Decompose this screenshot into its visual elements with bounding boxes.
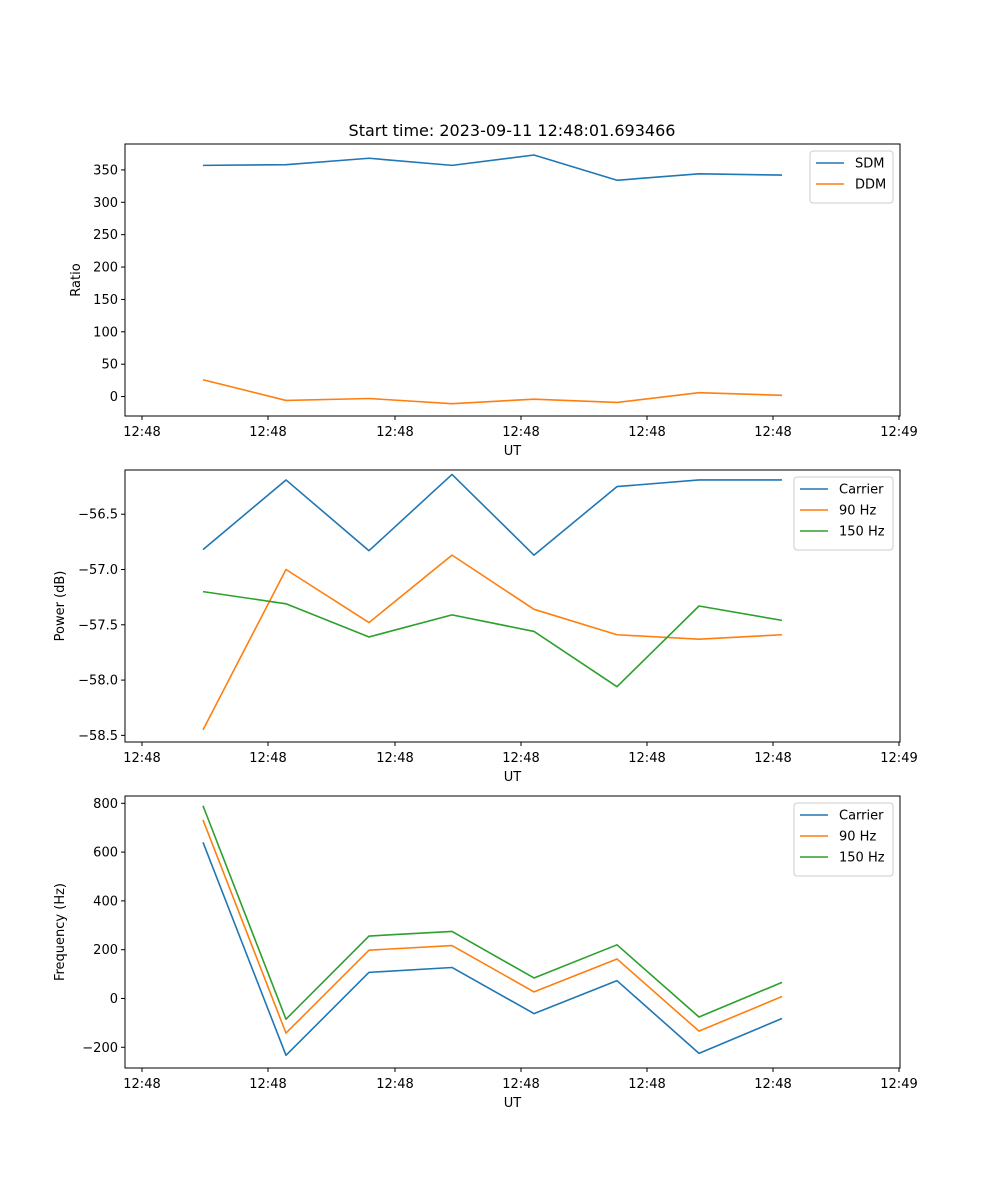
y-tick-label: 150: [93, 293, 118, 308]
y-axis-label: Power (dB): [53, 571, 68, 642]
x-tick-label: 12:48: [502, 751, 539, 766]
legend-box: [809, 150, 894, 204]
y-tick-label: 600: [93, 846, 118, 861]
axes-frame: [124, 143, 901, 417]
x-tick-label: 12:48: [249, 425, 286, 440]
legend-entry: Carrier: [839, 809, 884, 824]
legend-entry: 90 Hz: [839, 504, 876, 519]
series-line-carrier: [202, 473, 782, 556]
y-tick-label: −58.0: [78, 674, 118, 689]
y-tick-label: 400: [93, 894, 118, 909]
series-line-carrier: [202, 842, 783, 1057]
y-tick-label: 300: [93, 196, 118, 211]
x-tick-label: 12:49: [880, 425, 917, 440]
x-tick-label: 12:48: [502, 1077, 539, 1092]
y-tick-label: 50: [101, 358, 118, 373]
subplot-power: −58.5 −58.0 −57.5 −57.0 −56.5 12:48 12:48 12:48…: [53, 469, 918, 785]
legend-entry: Carrier: [839, 483, 884, 498]
subplot-frequency: −200 0 200 400 600 800 12:48 12:48 12:48 12:48 12:…: [53, 795, 918, 1111]
x-tick-label: 12:48: [754, 751, 791, 766]
series-line-90-hz: [202, 554, 783, 731]
y-tick-label: 200: [93, 943, 118, 958]
legend-entry: 150 Hz: [839, 851, 885, 866]
x-tick-label: 12:48: [376, 751, 413, 766]
x-tick-label: 12:49: [880, 1077, 917, 1092]
x-tick-label: 12:48: [123, 751, 160, 766]
legend-entry: 90 Hz: [839, 830, 876, 845]
y-tick-label: 350: [93, 163, 118, 178]
series-line-90-hz: [202, 819, 783, 1034]
x-axis-label: UT: [504, 770, 522, 785]
y-tick-label: 250: [93, 228, 118, 243]
legend-entry: DDM: [855, 178, 886, 193]
legend-entry: 150 Hz: [839, 525, 885, 540]
series-line-sdm: [202, 154, 783, 182]
axes-frame: [124, 469, 901, 743]
x-tick-label: 12:48: [502, 425, 539, 440]
legend-entry: SDM: [855, 157, 884, 172]
x-tick-label: 12:48: [754, 1077, 791, 1092]
x-axis-label: UT: [504, 1096, 522, 1111]
x-tick-label: 12:48: [249, 1077, 286, 1092]
y-axis-label: Frequency (Hz): [53, 883, 68, 981]
x-tick-label: 12:48: [249, 751, 286, 766]
x-tick-label: 12:48: [754, 425, 791, 440]
x-tick-label: 12:48: [628, 425, 665, 440]
y-axis-label: Ratio: [69, 263, 84, 296]
y-tick-label: 800: [93, 797, 118, 812]
y-tick-label: −56.5: [78, 508, 118, 523]
series-line-ddm: [202, 378, 783, 405]
x-tick-label: 12:48: [376, 425, 413, 440]
x-tick-label: 12:48: [123, 425, 160, 440]
x-tick-label: 12:48: [628, 751, 665, 766]
y-tick-label: 100: [93, 325, 118, 340]
x-tick-label: 12:48: [376, 1077, 413, 1092]
y-tick-label: −200: [82, 1041, 118, 1056]
chart-title: Start time: 2023-09-11 12:48:01.693466: [349, 121, 676, 140]
subplot-ratio: 0 50 100 150 200 250 300 350 12:48 12:48 12:48 12:4…: [69, 143, 918, 459]
axes-frame: [124, 795, 901, 1069]
x-tick-label: 12:49: [880, 751, 917, 766]
series-line-150-hz: [202, 590, 783, 688]
y-tick-label: 200: [93, 261, 118, 276]
y-tick-label: 0: [110, 390, 118, 405]
y-tick-label: −57.5: [78, 618, 118, 633]
x-tick-label: 12:48: [123, 1077, 160, 1092]
y-tick-label: −57.0: [78, 563, 118, 578]
y-tick-label: −58.5: [78, 729, 118, 744]
series-line-150-hz: [202, 805, 783, 1021]
y-tick-label: 0: [110, 992, 118, 1007]
x-axis-label: UT: [504, 444, 522, 459]
x-tick-label: 12:48: [628, 1077, 665, 1092]
